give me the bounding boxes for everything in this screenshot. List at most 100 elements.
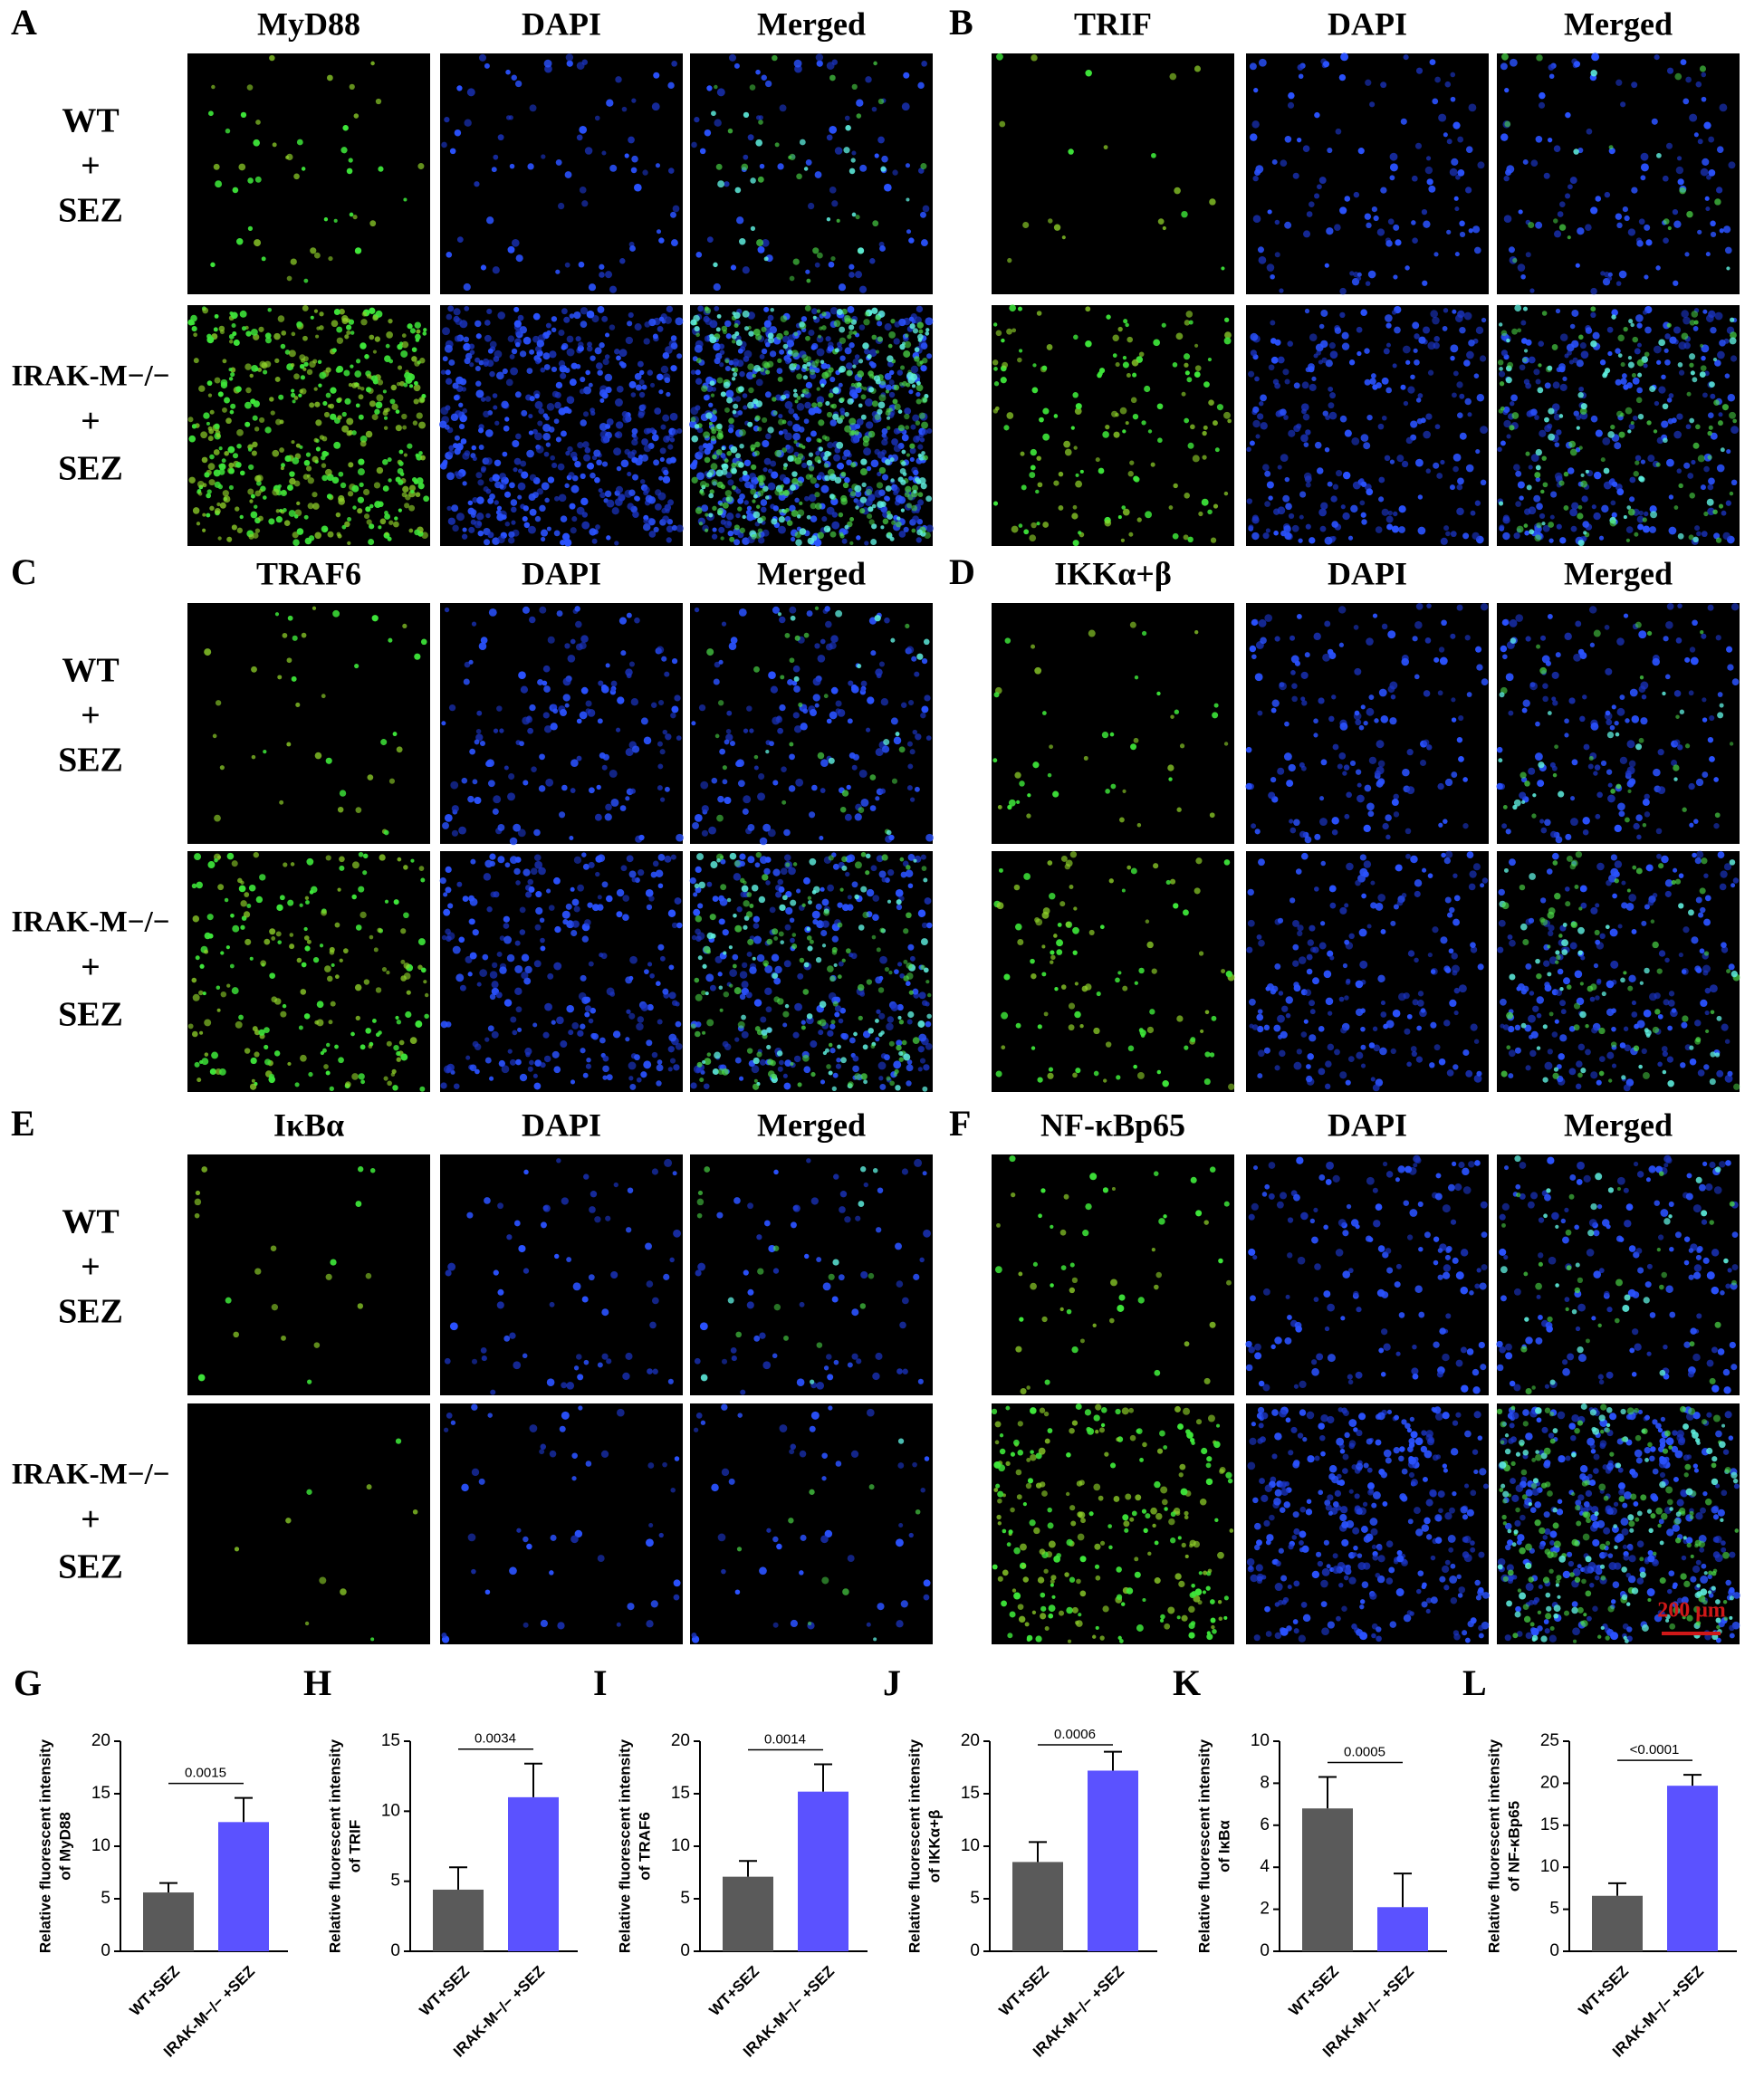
cell — [779, 904, 786, 912]
cell — [808, 493, 817, 503]
cell — [1709, 381, 1715, 388]
cell — [582, 441, 590, 448]
cell — [423, 980, 427, 984]
cell — [1223, 491, 1229, 496]
cell — [254, 528, 261, 533]
cell — [814, 455, 821, 463]
cell — [1590, 306, 1596, 312]
cell — [691, 460, 698, 467]
cell — [332, 609, 340, 618]
cell — [494, 459, 502, 466]
cell — [839, 806, 847, 813]
cell — [1122, 789, 1126, 793]
cell — [862, 1044, 868, 1050]
cell — [890, 1003, 899, 1011]
cell — [519, 906, 526, 914]
cell — [613, 447, 622, 456]
cell — [1423, 220, 1431, 228]
cell — [643, 519, 648, 524]
cell — [313, 252, 321, 259]
cell — [1683, 316, 1691, 325]
cell — [887, 513, 894, 520]
cell — [841, 308, 848, 315]
cell — [328, 255, 333, 262]
cell — [910, 373, 918, 381]
cell — [830, 686, 839, 694]
cell — [1680, 59, 1687, 66]
cell — [1436, 473, 1443, 479]
cell — [1103, 145, 1108, 150]
cell — [922, 1086, 928, 1092]
cell — [1693, 132, 1699, 138]
cell — [768, 671, 776, 680]
cell — [778, 418, 784, 426]
cell — [503, 935, 513, 944]
cell — [372, 378, 379, 385]
cell — [580, 376, 586, 383]
cell — [698, 704, 706, 712]
cell — [543, 685, 551, 693]
cell — [807, 945, 813, 952]
cell — [667, 168, 675, 174]
cell — [345, 1081, 351, 1087]
cell — [724, 796, 732, 805]
cell — [511, 520, 516, 525]
cell — [1365, 281, 1371, 286]
cell — [708, 512, 714, 518]
cell — [702, 443, 708, 449]
cell — [316, 1001, 324, 1009]
cell — [889, 1080, 895, 1087]
cell — [504, 521, 511, 527]
cell — [384, 355, 391, 362]
cell — [1653, 429, 1658, 434]
cell — [753, 328, 761, 336]
cell — [509, 837, 518, 846]
cell — [750, 447, 755, 452]
cell — [868, 506, 874, 512]
cell — [1287, 101, 1295, 109]
cell — [511, 238, 520, 247]
cell — [1008, 799, 1016, 807]
cell — [782, 1073, 788, 1078]
cell — [1340, 504, 1346, 510]
cell — [511, 348, 518, 355]
cell — [719, 350, 725, 355]
cell — [631, 427, 638, 435]
cell — [527, 1066, 533, 1072]
cell — [489, 370, 495, 378]
cell — [1364, 348, 1370, 354]
cell — [286, 742, 292, 747]
cell — [625, 976, 633, 984]
cell — [1668, 494, 1674, 500]
cell — [484, 1037, 490, 1042]
cell — [206, 914, 214, 921]
cell — [879, 245, 886, 252]
cell — [831, 200, 839, 207]
cell — [1701, 355, 1706, 361]
cell — [823, 455, 829, 461]
cell — [904, 333, 909, 338]
cell — [369, 400, 376, 407]
cell — [505, 69, 511, 75]
cell — [606, 535, 611, 541]
cell — [1122, 508, 1130, 516]
cell — [716, 313, 722, 319]
cell — [232, 187, 239, 194]
cell — [1253, 87, 1259, 93]
cell — [191, 977, 197, 983]
cell — [783, 854, 791, 862]
cell — [908, 475, 914, 481]
cell — [784, 400, 793, 409]
cell — [397, 365, 403, 370]
cell — [1280, 408, 1287, 416]
cell — [271, 936, 276, 941]
cell — [586, 310, 595, 319]
cell — [764, 987, 772, 996]
cell — [393, 1044, 399, 1051]
cell — [556, 610, 563, 618]
cell — [803, 1066, 811, 1074]
cell — [670, 211, 676, 218]
cell — [1456, 736, 1463, 743]
cell — [737, 532, 744, 539]
cell — [1451, 158, 1459, 166]
